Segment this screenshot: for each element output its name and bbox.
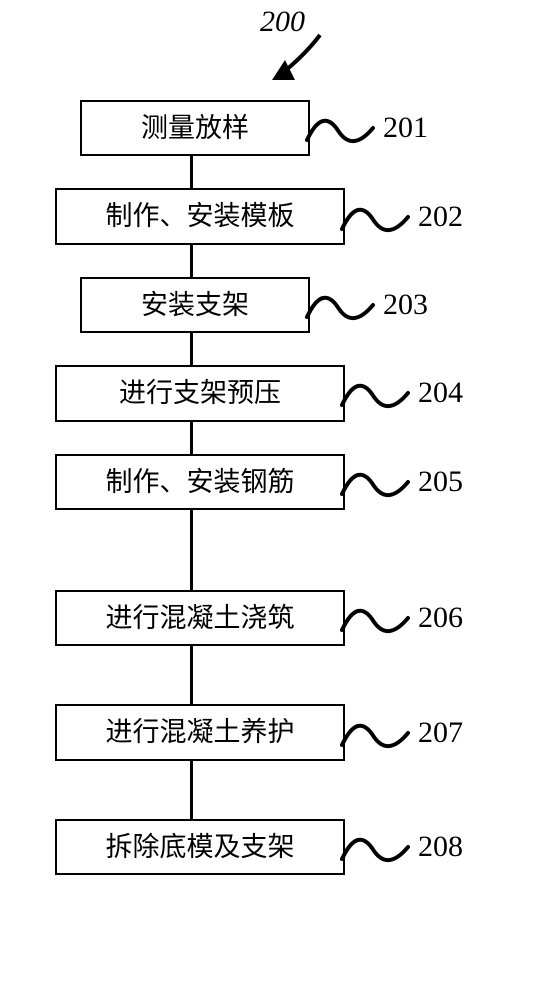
step-row: 制作、安装钢筋 205 [0, 454, 546, 510]
connector-line [190, 333, 193, 365]
step-box: 制作、安装模板 [55, 188, 345, 244]
squiggle-container: 204 [340, 373, 463, 413]
squiggle-icon [340, 713, 410, 753]
squiggle-icon [340, 462, 410, 502]
squiggle-icon [340, 197, 410, 237]
squiggle-icon [305, 285, 375, 325]
step-row: 进行混凝土浇筑 206 [0, 590, 546, 646]
step-number: 204 [418, 376, 463, 410]
step-row: 进行混凝土养护 207 [0, 704, 546, 760]
curved-arrow-icon [250, 25, 340, 100]
step-box: 进行混凝土养护 [55, 704, 345, 760]
connector-line [190, 156, 193, 188]
squiggle-icon [340, 598, 410, 638]
step-row: 进行支架预压 204 [0, 365, 546, 421]
squiggle-container: 205 [340, 462, 463, 502]
step-box: 安装支架 [80, 277, 310, 333]
step-row: 拆除底模及支架 208 [0, 819, 546, 875]
connector-line [190, 646, 193, 704]
squiggle-container: 201 [305, 108, 428, 148]
squiggle-icon [305, 108, 375, 148]
step-box: 制作、安装钢筋 [55, 454, 345, 510]
step-row: 安装支架 203 [0, 277, 546, 333]
squiggle-container: 202 [340, 197, 463, 237]
squiggle-icon [340, 373, 410, 413]
flowchart-container: 测量放样 201 制作、安装模板 202 安装支架 203 进行支架预压 204 制作、安装钢筋… [0, 100, 546, 875]
step-number: 207 [418, 716, 463, 750]
step-row: 制作、安装模板 202 [0, 188, 546, 244]
squiggle-icon [340, 827, 410, 867]
step-box: 进行混凝土浇筑 [55, 590, 345, 646]
squiggle-container: 206 [340, 598, 463, 638]
step-number: 203 [383, 288, 428, 322]
connector-line [190, 761, 193, 819]
squiggle-container: 203 [305, 285, 428, 325]
connector-line [190, 422, 193, 454]
step-box: 测量放样 [80, 100, 310, 156]
diagram-header: 200 [250, 5, 400, 85]
step-row: 测量放样 201 [0, 100, 546, 156]
squiggle-container: 208 [340, 827, 463, 867]
connector-line [190, 245, 193, 277]
squiggle-container: 207 [340, 713, 463, 753]
connector-line [190, 510, 193, 590]
step-number: 208 [418, 830, 463, 864]
step-box: 进行支架预压 [55, 365, 345, 421]
step-box: 拆除底模及支架 [55, 819, 345, 875]
step-number: 202 [418, 200, 463, 234]
step-number: 206 [418, 601, 463, 635]
step-number: 205 [418, 465, 463, 499]
step-number: 201 [383, 111, 428, 145]
